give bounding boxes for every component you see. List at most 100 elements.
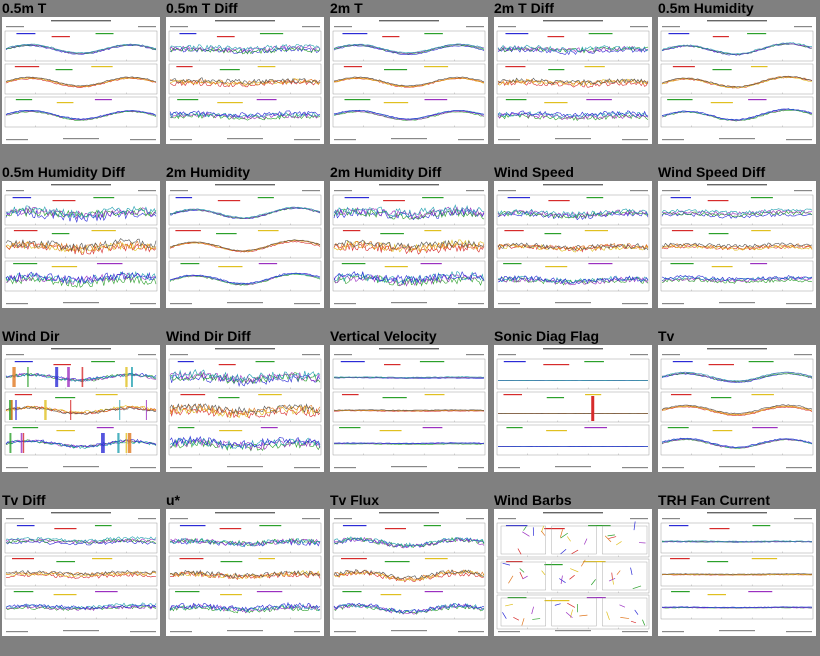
legend-entry — [585, 394, 602, 396]
series-line — [5, 238, 157, 252]
series-line — [169, 77, 321, 85]
series-line — [169, 206, 321, 219]
legend-entry — [507, 597, 527, 599]
plot-thumbnail-image — [4, 20, 158, 141]
thumb-header-text — [707, 512, 767, 514]
legend-entry — [668, 33, 690, 35]
legend-entry — [13, 263, 38, 265]
panel-frame — [496, 522, 650, 558]
thumb-footer-text — [294, 467, 320, 469]
series-line — [169, 403, 321, 417]
legend-entry — [219, 69, 240, 71]
plot-thumbnail-link[interactable] — [166, 345, 324, 472]
legend-entry — [384, 561, 410, 563]
legend-entry — [707, 594, 727, 596]
panel-frame — [4, 522, 158, 554]
legend-entry — [255, 361, 275, 363]
wind-vector — [606, 611, 610, 620]
legend-entry — [179, 525, 206, 527]
series-line — [661, 274, 813, 281]
legend-entry — [51, 36, 70, 38]
direction-spike — [125, 433, 128, 453]
series-line — [169, 601, 321, 612]
legend-entry — [177, 427, 195, 429]
plot-thumbnail-link[interactable] — [494, 345, 652, 472]
series-line — [661, 540, 812, 542]
plot-thumbnail-link[interactable] — [2, 17, 160, 144]
legend-entry — [12, 427, 39, 429]
legend-entry — [671, 230, 694, 232]
thumb-footer-text — [63, 466, 99, 468]
thumb-axis-label — [138, 518, 156, 520]
legend-entry — [670, 197, 691, 199]
plot-thumbnail-link[interactable] — [330, 509, 488, 636]
panel-frame — [496, 424, 650, 456]
series-line — [5, 271, 157, 284]
series-line — [169, 273, 321, 286]
plot-thumbnail-link[interactable] — [494, 181, 652, 308]
plot-cell: Wind Speed — [492, 164, 654, 326]
legend-entry — [712, 69, 732, 71]
legend-entry — [748, 591, 773, 593]
panel-frame — [168, 96, 322, 128]
plot-thumbnail-link[interactable] — [658, 17, 816, 144]
series-line — [497, 242, 649, 251]
legend-entry — [259, 33, 284, 35]
thumb-axis-label — [630, 518, 648, 520]
legend-entry — [219, 528, 242, 530]
legend-entry — [175, 591, 200, 593]
thumb-footer-text — [622, 631, 648, 633]
thumb-footer-text — [170, 139, 192, 141]
plot-thumbnail-link[interactable] — [494, 509, 652, 636]
plot-thumbnail-link[interactable] — [166, 181, 324, 308]
plot-thumbnail-link[interactable] — [2, 345, 160, 472]
plot-thumbnail-link[interactable] — [166, 509, 324, 636]
plot-thumbnail-link[interactable] — [2, 509, 160, 636]
plot-thumbnail-link[interactable] — [330, 181, 488, 308]
series-line — [169, 537, 321, 547]
wind-vector — [608, 577, 616, 582]
panel-frame — [660, 194, 814, 226]
wind-vector — [505, 603, 513, 607]
legend-entry — [96, 427, 114, 429]
thumb-footer-text — [391, 466, 427, 468]
panel-frame — [4, 63, 158, 95]
panel-frame — [168, 588, 322, 620]
legend-entry — [177, 361, 194, 363]
plot-thumbnail-link[interactable] — [658, 345, 816, 472]
plot-thumbnail-link[interactable] — [330, 17, 488, 144]
plot-title: Wind Dir — [2, 328, 60, 344]
legend-entry — [544, 233, 562, 235]
plot-thumbnail-link[interactable] — [2, 181, 160, 308]
wind-vector — [560, 529, 563, 538]
thumb-header-text — [51, 184, 111, 186]
legend-entry — [14, 361, 33, 363]
plot-cell: u* — [164, 492, 326, 654]
direction-spike — [81, 367, 84, 387]
wind-vector — [560, 532, 568, 539]
series-line — [169, 206, 321, 219]
panel-frame — [4, 194, 158, 226]
barb-subpanel — [602, 561, 648, 591]
series-line — [333, 207, 485, 220]
plot-thumbnail-image — [660, 512, 814, 633]
plot-thumbnail-link[interactable] — [166, 17, 324, 144]
wind-vector — [532, 618, 541, 620]
panel-frame — [660, 555, 814, 587]
panel-frame — [332, 227, 486, 259]
plot-thumbnail-link[interactable] — [658, 509, 816, 636]
legend-entry — [506, 561, 523, 563]
series-line — [497, 44, 649, 53]
legend-entry — [382, 397, 407, 399]
thumb-footer-text — [294, 631, 320, 633]
series-line — [661, 372, 813, 383]
legend-entry — [340, 361, 365, 363]
plot-thumbnail-link[interactable] — [494, 17, 652, 144]
legend-entry — [707, 561, 729, 563]
thumb-footer-text — [130, 303, 156, 305]
panel-frame — [496, 260, 650, 292]
plot-thumbnail-link[interactable] — [658, 181, 816, 308]
thumb-footer-text — [227, 630, 263, 632]
plot-cell: Wind Speed Diff — [656, 164, 818, 326]
plot-thumbnail-link[interactable] — [330, 345, 488, 472]
